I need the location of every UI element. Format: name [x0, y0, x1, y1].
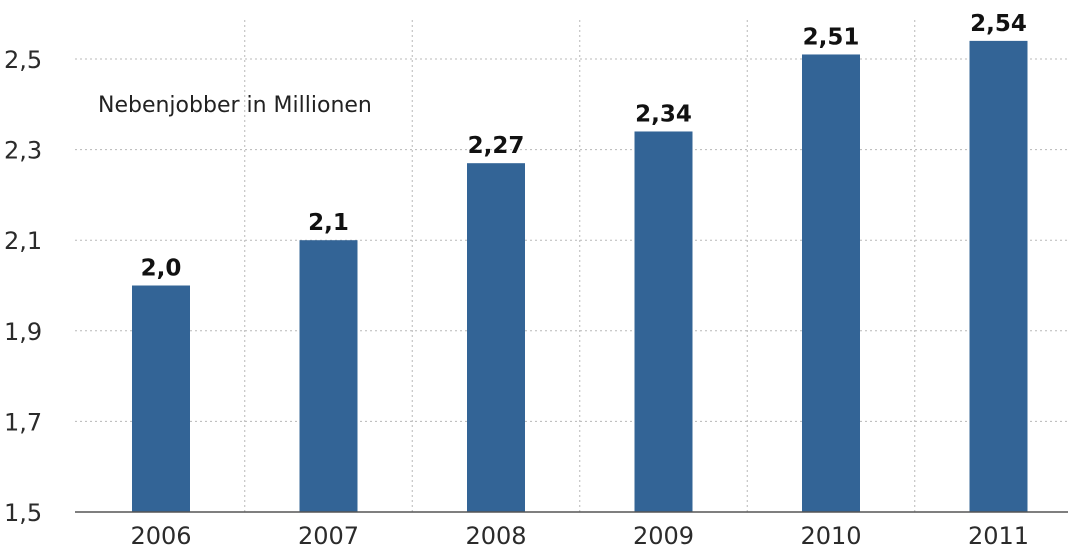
- grid: [75, 20, 1068, 512]
- data-labels: 2,0 2,1 2,27 2,34 2,51 2,54: [141, 11, 1027, 282]
- bar-value-label: 2,51: [803, 24, 860, 50]
- chart-title: Nebenjobber in Millionen: [98, 93, 372, 118]
- x-axis-ticks: 2006 2007 2008 2009 2010 2011: [130, 522, 1029, 550]
- y-tick-label: 2,5: [4, 46, 42, 74]
- bar-value-label: 2,54: [970, 11, 1027, 37]
- y-axis-ticks: 1,5 1,7 1,9 2,1 2,3 2,5: [4, 46, 42, 527]
- bar-value-label: 2,1: [308, 210, 349, 236]
- x-tick-label: 2006: [130, 522, 191, 550]
- y-tick-label: 2,3: [4, 137, 42, 165]
- y-tick-label: 1,7: [4, 408, 42, 436]
- y-tick-label: 1,9: [4, 318, 42, 346]
- x-tick-label: 2007: [298, 522, 359, 550]
- x-tick-label: 2011: [968, 522, 1029, 550]
- bar: [969, 40, 1028, 512]
- y-tick-label: 1,5: [4, 499, 42, 527]
- x-tick-label: 2010: [800, 522, 861, 550]
- bar: [299, 240, 358, 512]
- bar: [467, 163, 525, 512]
- bar-value-label: 2,34: [635, 101, 692, 127]
- bar-value-label: 2,27: [468, 133, 525, 159]
- x-tick-label: 2008: [465, 522, 526, 550]
- bars: [132, 40, 1028, 513]
- bar: [634, 131, 693, 513]
- y-tick-label: 2,1: [4, 227, 42, 255]
- bar: [132, 285, 190, 512]
- bar: [802, 54, 860, 512]
- x-tick-label: 2009: [633, 522, 694, 550]
- bar-value-label: 2,0: [141, 256, 182, 282]
